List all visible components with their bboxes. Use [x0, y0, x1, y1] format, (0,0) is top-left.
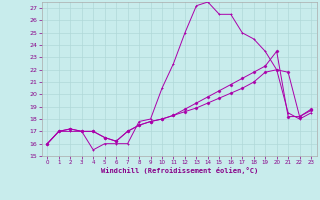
- X-axis label: Windchill (Refroidissement éolien,°C): Windchill (Refroidissement éolien,°C): [100, 167, 258, 174]
